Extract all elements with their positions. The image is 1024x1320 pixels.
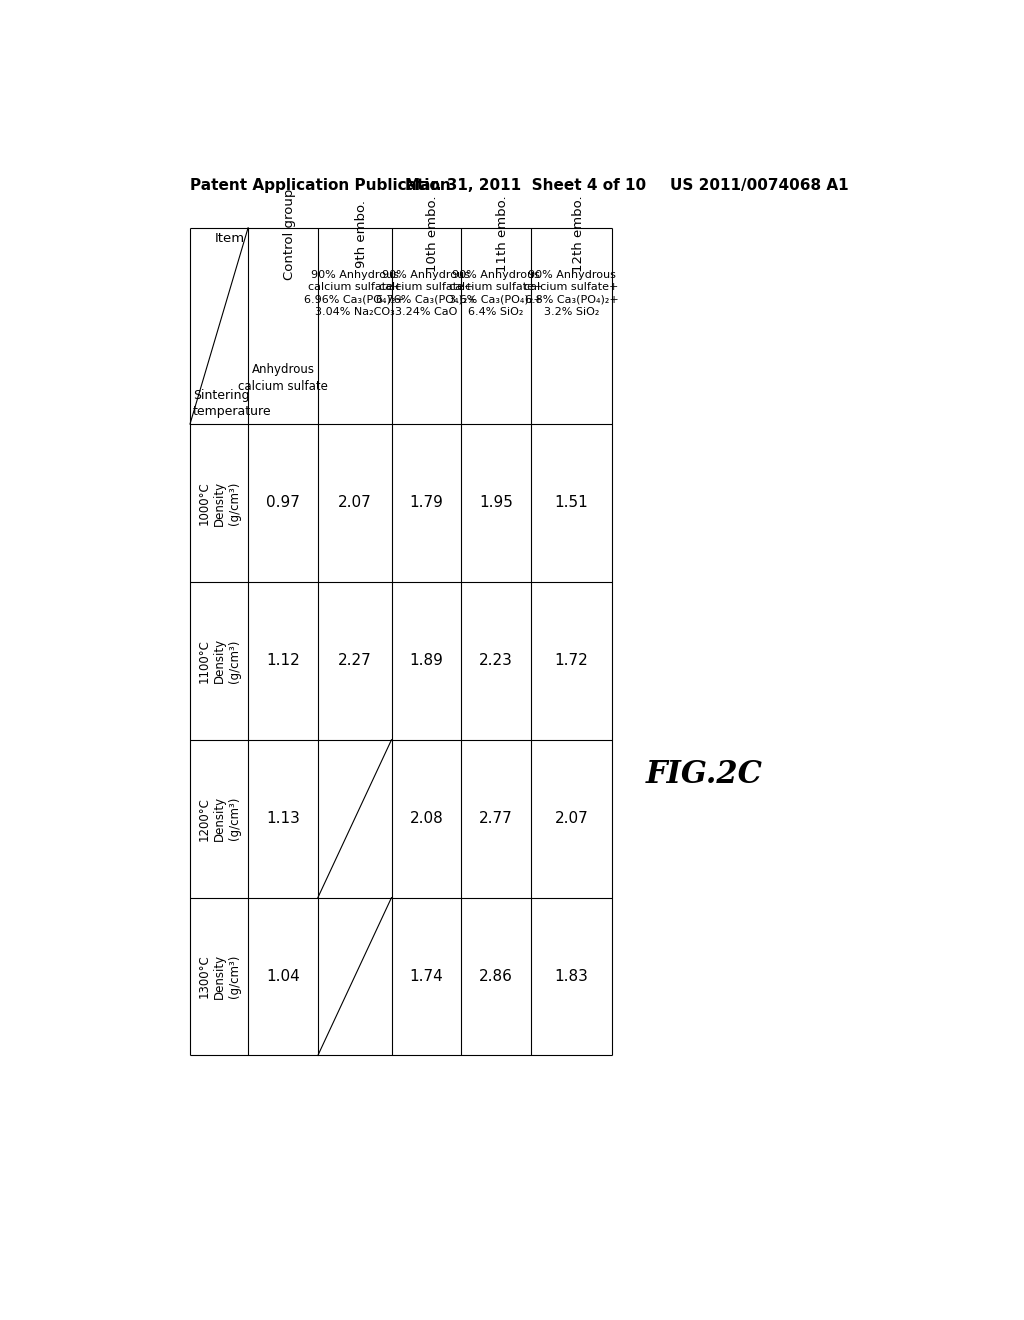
Text: 1.74: 1.74 xyxy=(410,969,443,983)
Text: Mar. 31, 2011  Sheet 4 of 10: Mar. 31, 2011 Sheet 4 of 10 xyxy=(406,178,646,193)
Text: 6.96% Ca₃(PO₄)₂+: 6.96% Ca₃(PO₄)₂+ xyxy=(304,294,406,305)
Text: 1.83: 1.83 xyxy=(555,969,589,983)
Text: calcium sulfate+: calcium sulfate+ xyxy=(524,282,618,292)
Text: 1100°C
Density
(g/cm³): 1100°C Density (g/cm³) xyxy=(198,639,241,684)
Text: 3.04% Na₂CO₃: 3.04% Na₂CO₃ xyxy=(314,308,394,317)
Text: 2.07: 2.07 xyxy=(555,812,589,826)
Text: 1.13: 1.13 xyxy=(266,812,300,826)
Text: 1.51: 1.51 xyxy=(555,495,589,511)
Text: 1300°C
Density
(g/cm³): 1300°C Density (g/cm³) xyxy=(198,954,241,999)
Text: 1.12: 1.12 xyxy=(266,653,300,668)
Text: 2.07: 2.07 xyxy=(338,495,372,511)
Text: 6.4% SiO₂: 6.4% SiO₂ xyxy=(468,308,524,317)
Text: US 2011/0074068 A1: US 2011/0074068 A1 xyxy=(671,178,849,193)
Text: 2.86: 2.86 xyxy=(479,969,513,983)
Text: 11th embo.: 11th embo. xyxy=(496,195,509,272)
Text: 1.89: 1.89 xyxy=(410,653,443,668)
Text: Item: Item xyxy=(215,232,245,246)
Text: 9th embo.: 9th embo. xyxy=(354,199,368,268)
Text: 90% Anhydrous: 90% Anhydrous xyxy=(527,271,615,280)
Text: 2.23: 2.23 xyxy=(479,653,513,668)
Text: 2.27: 2.27 xyxy=(338,653,372,668)
Text: 6.8% Ca₃(PO₄)₂+: 6.8% Ca₃(PO₄)₂+ xyxy=(525,294,618,305)
Text: 3.2% SiO₂: 3.2% SiO₂ xyxy=(544,308,599,317)
Text: 1200°C
Density
(g/cm³): 1200°C Density (g/cm³) xyxy=(198,796,241,841)
Text: FIG.2C: FIG.2C xyxy=(646,759,763,789)
Text: 6.76% Ca₃(PO₄)₂+: 6.76% Ca₃(PO₄)₂+ xyxy=(376,294,477,305)
Text: calcium sulfate+: calcium sulfate+ xyxy=(307,282,401,292)
Text: 2.08: 2.08 xyxy=(410,812,443,826)
Text: 3.6% Ca₃(PO₄)₂+: 3.6% Ca₃(PO₄)₂+ xyxy=(450,294,543,305)
Text: 90% Anhydrous: 90% Anhydrous xyxy=(382,271,470,280)
Text: Sintering
temperature: Sintering temperature xyxy=(194,389,271,418)
Text: 12th embo.: 12th embo. xyxy=(571,195,585,272)
Text: 0.97: 0.97 xyxy=(266,495,300,511)
Text: 1.95: 1.95 xyxy=(479,495,513,511)
Text: 1.79: 1.79 xyxy=(410,495,443,511)
Text: 90% Anhydrous: 90% Anhydrous xyxy=(310,271,398,280)
Text: 2.77: 2.77 xyxy=(479,812,513,826)
Text: 1000°C
Density
(g/cm³): 1000°C Density (g/cm³) xyxy=(198,480,241,525)
Text: 3.24% CaO: 3.24% CaO xyxy=(395,308,458,317)
Text: 1.04: 1.04 xyxy=(266,969,300,983)
Text: 90% Anhydrous: 90% Anhydrous xyxy=(453,271,540,280)
Text: Anhydrous
calcium sulfate: Anhydrous calcium sulfate xyxy=(238,363,328,392)
Text: calcium sulfate+: calcium sulfate+ xyxy=(379,282,473,292)
Text: 1.72: 1.72 xyxy=(555,653,589,668)
Text: Patent Application Publication: Patent Application Publication xyxy=(190,178,451,193)
Text: 10th embo.: 10th embo. xyxy=(426,195,439,272)
Text: calcium sulfate+: calcium sulfate+ xyxy=(449,282,544,292)
Text: Control group: Control group xyxy=(283,189,296,280)
